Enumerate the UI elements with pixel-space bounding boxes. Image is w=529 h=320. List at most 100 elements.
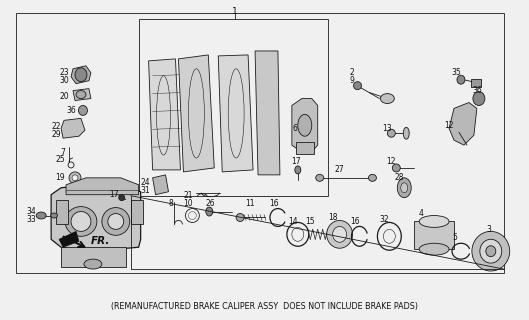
Text: 9: 9 (349, 76, 354, 85)
Bar (471, 79, 481, 87)
Text: (REMANUFACTURED BRAKE CALIPER ASSY  DOES NOT INCLUDE BRAKE PADS): (REMANUFACTURED BRAKE CALIPER ASSY DOES … (111, 302, 417, 311)
Ellipse shape (397, 178, 411, 198)
Text: 24: 24 (141, 178, 150, 187)
Polygon shape (218, 55, 253, 172)
Polygon shape (61, 247, 126, 267)
Ellipse shape (292, 228, 304, 241)
Ellipse shape (473, 92, 485, 106)
Bar (16, 13, 504, 273)
Text: 10: 10 (184, 199, 193, 208)
Ellipse shape (51, 213, 58, 218)
Ellipse shape (403, 127, 409, 139)
Polygon shape (292, 99, 318, 152)
Ellipse shape (295, 166, 301, 174)
Text: 23: 23 (59, 68, 69, 77)
Text: 21: 21 (184, 191, 193, 200)
Bar (56, 200, 68, 224)
Ellipse shape (36, 212, 46, 219)
Ellipse shape (384, 229, 395, 243)
Text: 25: 25 (56, 156, 65, 164)
Ellipse shape (457, 75, 465, 84)
Bar (296, 142, 314, 154)
Polygon shape (73, 89, 91, 100)
Text: 29: 29 (51, 130, 61, 139)
Ellipse shape (65, 207, 97, 236)
Text: 28: 28 (395, 173, 404, 182)
Ellipse shape (380, 93, 394, 103)
Polygon shape (152, 175, 169, 195)
Text: 7: 7 (60, 148, 65, 156)
Text: 17: 17 (109, 190, 118, 199)
Text: 6: 6 (293, 124, 297, 133)
Text: 35: 35 (451, 68, 461, 77)
Ellipse shape (472, 231, 510, 271)
Text: 20: 20 (59, 92, 69, 101)
Ellipse shape (333, 227, 346, 242)
Ellipse shape (393, 164, 400, 172)
Text: 19: 19 (56, 173, 65, 182)
Text: 5: 5 (452, 233, 458, 242)
Text: 8: 8 (168, 199, 173, 208)
Ellipse shape (119, 195, 125, 201)
Text: 12: 12 (387, 157, 396, 166)
Polygon shape (255, 51, 280, 175)
Ellipse shape (71, 212, 91, 231)
Polygon shape (178, 55, 214, 172)
Text: 34: 34 (26, 207, 36, 216)
Ellipse shape (84, 259, 102, 269)
Ellipse shape (108, 213, 124, 229)
Text: FR.: FR. (91, 236, 110, 246)
Text: 22: 22 (51, 122, 61, 131)
Text: 12: 12 (444, 121, 454, 130)
Ellipse shape (353, 82, 361, 90)
Ellipse shape (72, 175, 78, 181)
Ellipse shape (298, 114, 312, 136)
Ellipse shape (480, 239, 501, 263)
Ellipse shape (188, 212, 196, 220)
Text: 16: 16 (269, 199, 279, 208)
Bar (414, 221, 454, 249)
Polygon shape (71, 66, 91, 84)
Text: 36: 36 (66, 106, 76, 115)
Text: 15: 15 (305, 217, 315, 226)
Ellipse shape (69, 172, 81, 184)
Text: 13: 13 (382, 124, 392, 133)
Bar (131, 200, 143, 224)
Polygon shape (149, 59, 180, 170)
Ellipse shape (419, 243, 449, 255)
Polygon shape (51, 186, 141, 259)
Ellipse shape (486, 246, 496, 257)
Text: 3: 3 (486, 225, 491, 234)
Polygon shape (66, 178, 139, 195)
Text: 17: 17 (291, 157, 300, 166)
Text: 4: 4 (419, 209, 424, 218)
Ellipse shape (401, 183, 408, 193)
Ellipse shape (387, 129, 395, 137)
Bar (139, 19, 327, 196)
Ellipse shape (419, 215, 449, 228)
Text: 32: 32 (379, 215, 389, 224)
Ellipse shape (369, 174, 377, 181)
Text: 31: 31 (141, 186, 150, 195)
Ellipse shape (102, 208, 130, 235)
Text: 11: 11 (245, 199, 255, 208)
Polygon shape (61, 118, 85, 138)
Ellipse shape (236, 213, 244, 221)
Ellipse shape (76, 91, 86, 99)
Ellipse shape (327, 220, 352, 248)
Ellipse shape (206, 207, 213, 216)
Ellipse shape (78, 106, 87, 116)
Text: 27: 27 (335, 165, 344, 174)
Text: 2: 2 (349, 68, 354, 77)
Ellipse shape (316, 174, 324, 181)
Text: 1: 1 (232, 7, 238, 16)
Polygon shape (59, 231, 79, 247)
Text: 16: 16 (350, 217, 359, 226)
Polygon shape (449, 102, 477, 145)
Text: 14: 14 (288, 217, 298, 226)
Text: 36: 36 (472, 86, 482, 95)
Text: 33: 33 (26, 215, 36, 224)
Text: 18: 18 (328, 213, 338, 222)
Ellipse shape (75, 68, 87, 82)
Text: 26: 26 (205, 199, 215, 208)
